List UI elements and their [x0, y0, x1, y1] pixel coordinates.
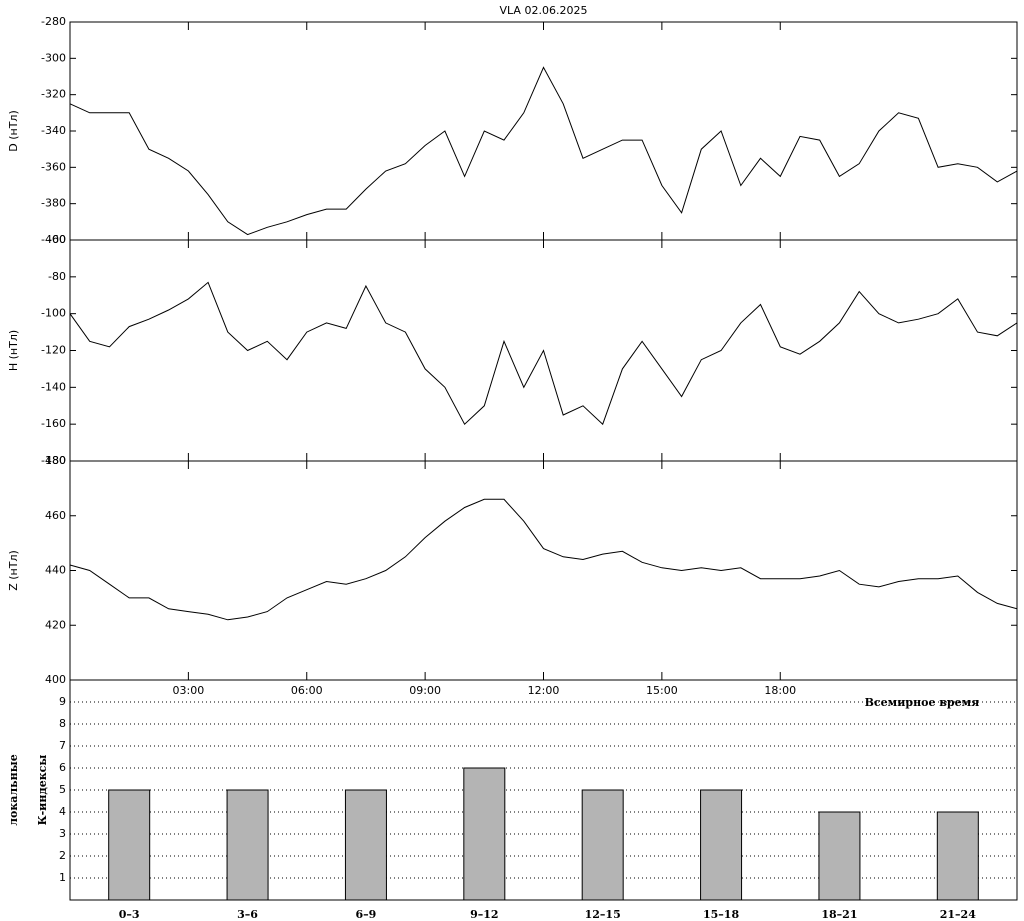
y-tick-label: -280 — [41, 15, 66, 28]
y-tick-label: -300 — [41, 51, 66, 64]
y-tick-label: 2 — [59, 849, 66, 862]
y-tick-label: 5 — [59, 783, 66, 796]
y-tick-label: -120 — [41, 344, 66, 357]
bar — [226, 789, 269, 901]
y-tick-label: -340 — [41, 124, 66, 137]
x-tick-label: 03:00 — [173, 684, 205, 697]
x-tick-label: 18:00 — [764, 684, 796, 697]
y-axis-label: Z (нТл) — [7, 550, 20, 591]
bar — [581, 789, 624, 901]
y-tick-label: -360 — [41, 160, 66, 173]
data-line — [69, 498, 1018, 621]
panel-frame — [69, 21, 1018, 241]
x-tick-label: 15:00 — [646, 684, 678, 697]
y-tick-label: 6 — [59, 761, 66, 774]
y-tick-label: -140 — [41, 380, 66, 393]
y-tick-label: 400 — [45, 673, 66, 686]
y-tick-label: 9 — [59, 695, 66, 708]
x-tick-label: 12–15 — [585, 908, 621, 921]
x-tick-label: 3–6 — [237, 908, 258, 921]
y-tick-label: -400 — [41, 233, 66, 246]
x-tick-label: 12:00 — [528, 684, 560, 697]
y-tick-label: 7 — [59, 739, 66, 752]
y-axis-label: К-индексы — [36, 755, 49, 826]
y-tick-label: 460 — [45, 509, 66, 522]
bar — [818, 811, 861, 901]
data-line — [69, 281, 1018, 426]
y-tick-label: 3 — [59, 827, 66, 840]
bar — [463, 767, 506, 901]
chart-title: VLA 02.06.2025 — [500, 4, 588, 17]
y-tick-label: 420 — [45, 618, 66, 631]
bar — [936, 811, 979, 901]
y-tick-label: -60 — [48, 233, 66, 246]
y-tick-label: -160 — [41, 417, 66, 430]
y-axis-label: локальные — [7, 754, 20, 825]
x-tick-label: 6–9 — [356, 908, 377, 921]
x-tick-label: 09:00 — [409, 684, 441, 697]
y-tick-label: -380 — [41, 197, 66, 210]
bar — [108, 789, 151, 901]
data-line — [69, 66, 1018, 236]
y-tick-label: 4 — [59, 805, 66, 818]
x-tick-label: 15–18 — [703, 908, 739, 921]
x-tick-label: 06:00 — [291, 684, 323, 697]
panel-frame — [69, 460, 1018, 681]
y-tick-label: 8 — [59, 717, 66, 730]
x-tick-label: 18–21 — [821, 908, 857, 921]
y-tick-label: -80 — [48, 270, 66, 283]
y-axis-label: D (нТл) — [7, 110, 20, 152]
x-tick-label: 9–12 — [470, 908, 498, 921]
y-tick-label: 440 — [45, 564, 66, 577]
y-tick-label: -320 — [41, 88, 66, 101]
y-axis-label: H (нТл) — [7, 330, 20, 371]
bar — [700, 789, 743, 901]
y-tick-label: -100 — [41, 307, 66, 320]
y-tick-label: -180 — [41, 454, 66, 467]
y-tick-label: 480 — [45, 454, 66, 467]
x-tick-label: 0–3 — [119, 908, 140, 921]
bar — [344, 789, 387, 901]
x-tick-label: 21–24 — [940, 908, 976, 921]
y-tick-label: 1 — [59, 871, 66, 884]
